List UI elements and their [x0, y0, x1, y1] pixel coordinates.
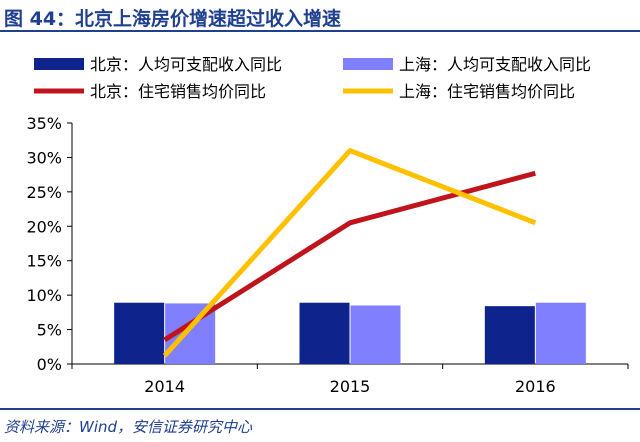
y-tick-label: 20% — [26, 217, 62, 236]
series-line-shanghai-price — [162, 148, 537, 358]
bar-shanghai-income — [350, 305, 401, 364]
legend-label-1: 上海：人均可支配收入同比 — [399, 55, 591, 74]
bar-shanghai-income — [535, 302, 586, 364]
bar-beijing-income — [114, 302, 165, 364]
y-tick-label: 35% — [26, 114, 62, 133]
x-tick-label: 2016 — [515, 377, 556, 396]
bar-beijing-income — [484, 306, 535, 364]
bar-beijing-income — [299, 302, 350, 364]
series-line-beijing-price — [163, 170, 536, 343]
legend-label-2: 北京：住宅销售均价同比 — [90, 82, 266, 101]
title-bar: 图 44：北京上海房价增速超过收入增速 — [0, 0, 640, 32]
legend-label-3: 上海：住宅销售均价同比 — [399, 82, 575, 101]
source-bar: 资料来源：Wind，安信证券研究中心 — [0, 408, 640, 442]
y-tick-label: 0% — [37, 355, 62, 374]
legend-swatch-1 — [343, 58, 393, 70]
x-tick-label: 2014 — [144, 377, 185, 396]
y-tick-label: 5% — [37, 321, 62, 340]
legend-label-0: 北京：人均可支配收入同比 — [90, 55, 282, 74]
y-tick-label: 15% — [26, 252, 62, 271]
y-tick-label: 25% — [26, 183, 62, 202]
y-tick-label: 30% — [26, 148, 62, 167]
source-note: 资料来源：Wind，安信证券研究中心 — [4, 418, 253, 436]
y-tick-label: 10% — [26, 286, 62, 305]
legend-swatch-0 — [34, 58, 84, 70]
x-tick-label: 2015 — [330, 377, 371, 396]
figure-title: 图 44：北京上海房价增速超过收入增速 — [4, 8, 342, 30]
